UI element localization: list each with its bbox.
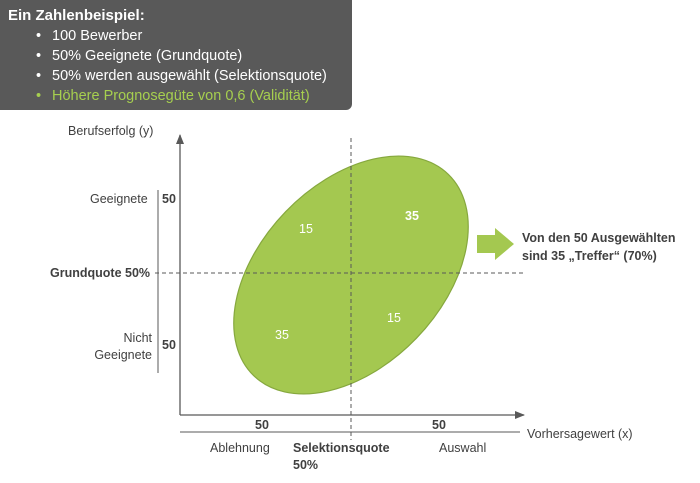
y-lower-label-line1: Nicht bbox=[123, 331, 152, 345]
base-rate-label: Grundquote 50% bbox=[50, 266, 151, 280]
info-item-applicants: • 100 Bewerber bbox=[36, 26, 352, 46]
callout-line2: sind 35 „Treffer“ (70%) bbox=[522, 249, 657, 263]
x-left-label: Ablehnung bbox=[210, 441, 270, 455]
y-lower-label-line2: Geeignete bbox=[94, 348, 152, 362]
info-item-selection-ratio: • 50% werden ausgewählt (Selektionsquote… bbox=[36, 66, 352, 86]
quadrant-bottom-left-value: 35 bbox=[275, 328, 289, 342]
info-item-text: 50% Geeignete (Grundquote) bbox=[52, 48, 243, 64]
callout-arrow-icon bbox=[477, 228, 514, 260]
y-upper-value: 50 bbox=[162, 192, 176, 206]
info-item-text: 50% werden ausgewählt (Selektionsquote) bbox=[52, 68, 327, 84]
y-upper-label: Geeignete bbox=[90, 192, 148, 206]
info-box-title: Ein Zahlenbeispiel: bbox=[8, 7, 145, 24]
info-item-base-rate: • 50% Geeignete (Grundquote) bbox=[36, 46, 352, 66]
x-right-value: 50 bbox=[432, 418, 446, 432]
selection-ratio-label-line1: Selektionsquote bbox=[293, 441, 390, 455]
selection-ratio-label-line2: 50% bbox=[293, 458, 319, 472]
bullet-icon: • bbox=[36, 88, 42, 104]
x-axis-label: Vorhersagewert (x) bbox=[527, 427, 633, 441]
x-left-value: 50 bbox=[255, 418, 269, 432]
bullet-icon: • bbox=[36, 68, 42, 84]
info-item-validity: • Höhere Prognosegüte von 0,6 (Validität… bbox=[36, 86, 352, 106]
callout-line1: Von den 50 Ausgewählten bbox=[522, 231, 676, 245]
info-item-text: 100 Bewerber bbox=[52, 28, 143, 44]
bullet-icon: • bbox=[36, 48, 42, 64]
info-box: Ein Zahlenbeispiel: • 100 Bewerber • 50%… bbox=[0, 0, 352, 110]
quadrant-bottom-right-value: 15 bbox=[387, 311, 401, 325]
y-axis-label: Berufserfolg (y) bbox=[68, 124, 154, 138]
x-right-label: Auswahl bbox=[439, 441, 487, 455]
info-box-list: • 100 Bewerber • 50% Geeignete (Grundquo… bbox=[8, 26, 352, 106]
bullet-icon: • bbox=[36, 28, 42, 44]
y-lower-value: 50 bbox=[162, 338, 176, 352]
quadrant-top-left-value: 15 bbox=[299, 222, 313, 236]
callout-text: Von den 50 Ausgewählten sind 35 „Treffer… bbox=[522, 229, 676, 265]
quadrant-top-right-value: 35 bbox=[405, 209, 419, 223]
info-item-text: Höhere Prognosegüte von 0,6 (Validität) bbox=[52, 88, 310, 104]
